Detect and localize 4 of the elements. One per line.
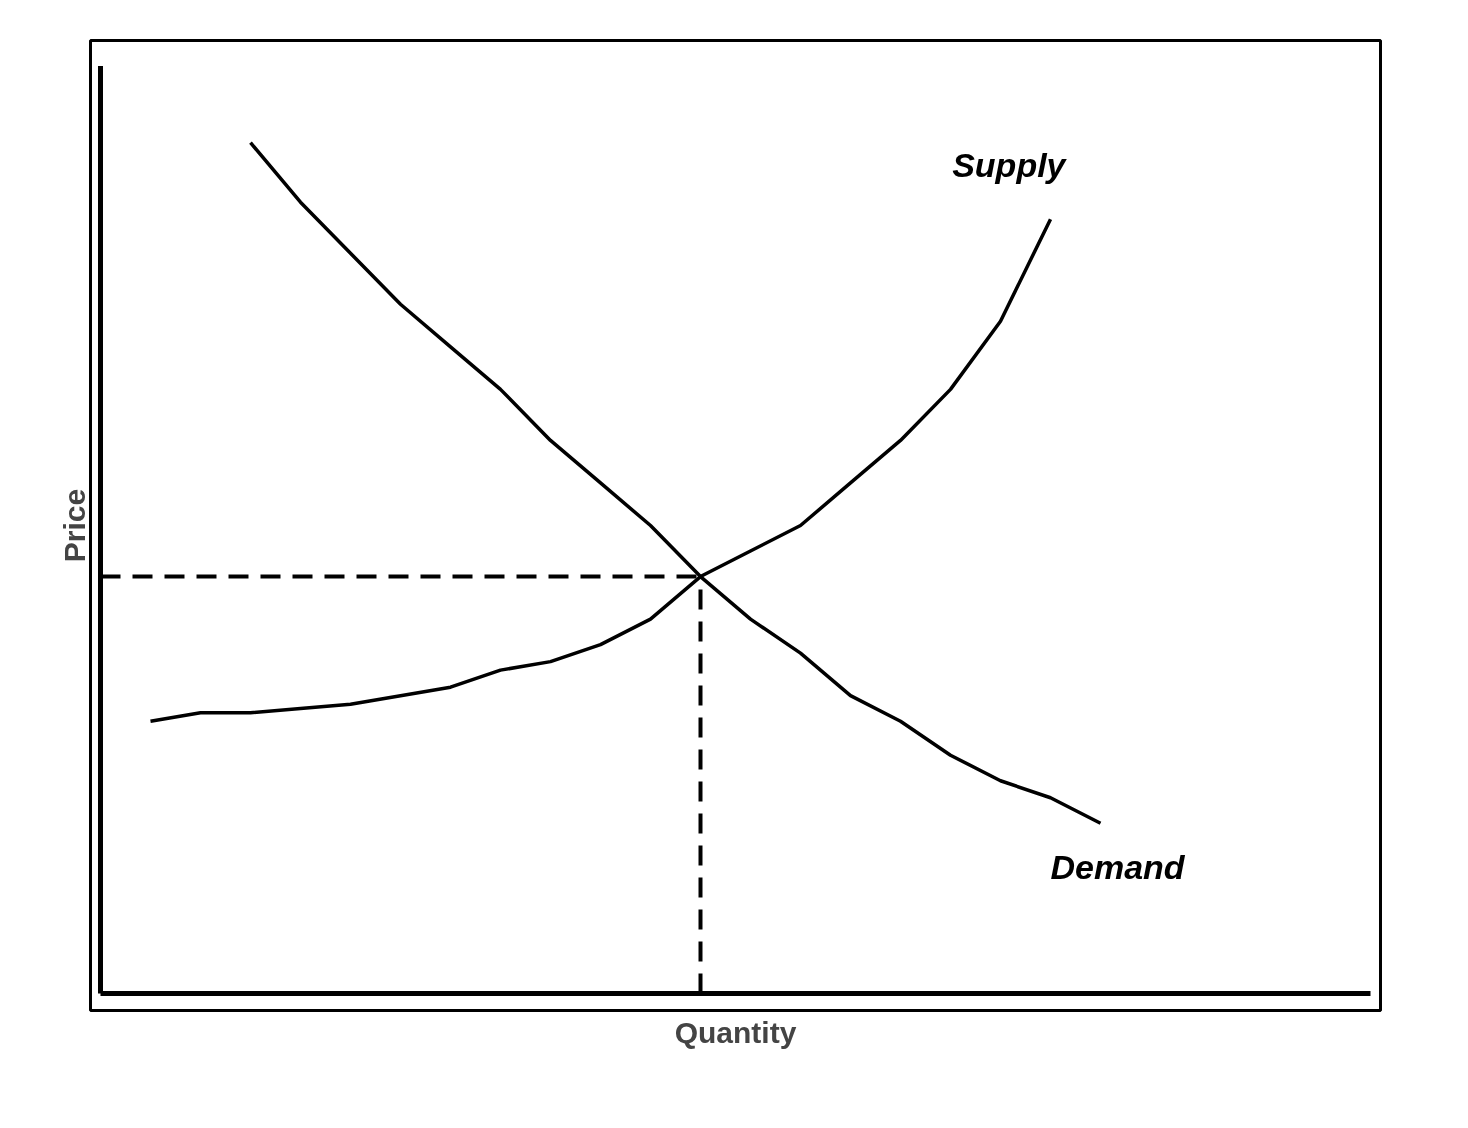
- series-label: Demand: [1050, 848, 1186, 887]
- x-axis-title: Quantity: [674, 1015, 797, 1049]
- series-label: Supply: [952, 146, 1068, 185]
- y-axis-title: Price: [57, 488, 91, 563]
